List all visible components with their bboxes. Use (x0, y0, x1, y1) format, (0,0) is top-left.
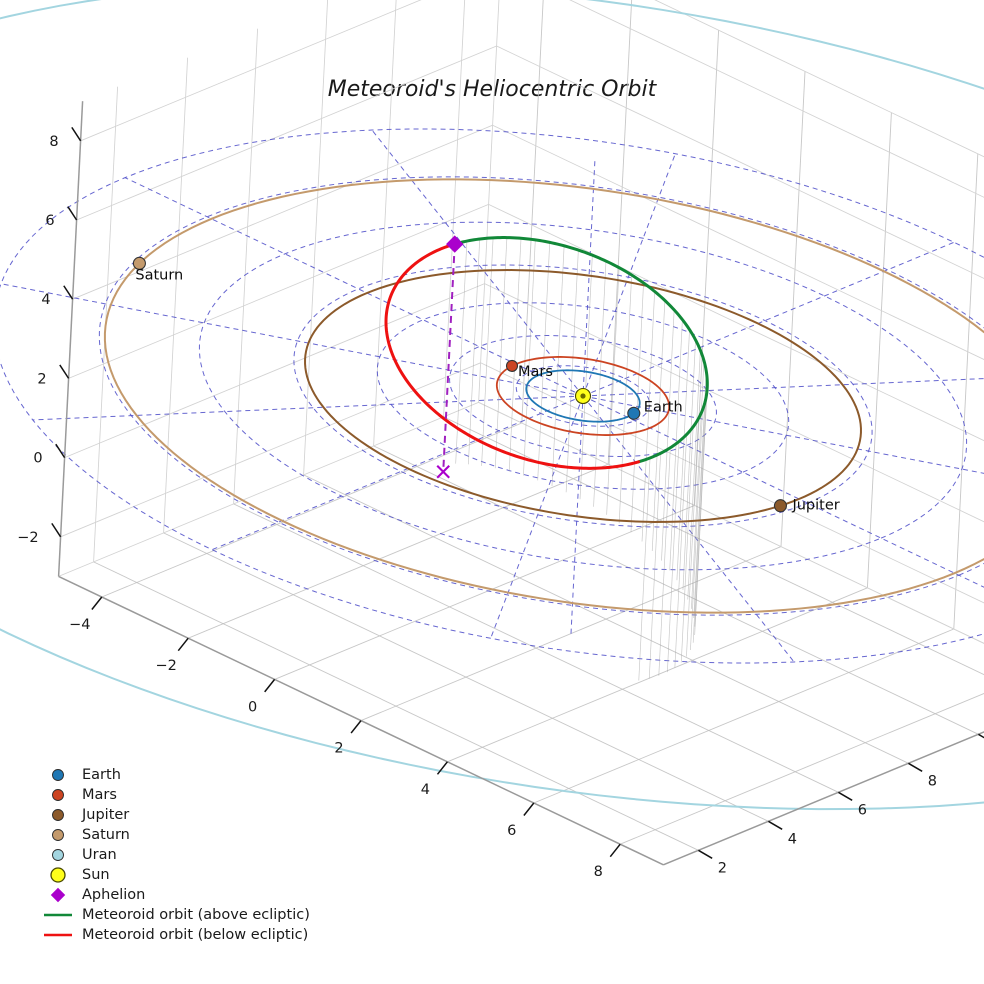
circle-marker-icon (52, 849, 64, 861)
y-tick-label-4-mark (978, 733, 984, 739)
z-tick-label-4: 6 (45, 213, 54, 229)
y-tick-label-0: 2 (718, 860, 727, 876)
axis-spines-group (51, 101, 984, 866)
legend-label-4: Uran (82, 847, 117, 863)
x-tick-label-3-mark (350, 720, 362, 734)
legend-item-uran[interactable]: Uran (52, 847, 117, 863)
z-tick-label-2: 2 (37, 371, 46, 387)
orbit-uranus (0, 0, 984, 811)
sun-marker-icon (50, 867, 66, 883)
legend-label-0: Earth (82, 767, 121, 783)
z-tick-label-1-mark (55, 443, 66, 459)
legend-item-aphelion[interactable]: Aphelion (50, 887, 146, 903)
z-tick-label-5-mark (71, 126, 82, 142)
diamond-marker-icon (50, 887, 66, 903)
planet-marker-mars (505, 359, 519, 372)
z-tick-label-3-mark (63, 285, 74, 300)
y-tick-label-1: 4 (788, 831, 797, 847)
legend-label-3: Saturn (82, 827, 130, 843)
x-axis-spine (58, 575, 664, 866)
page-title: Meteoroid's Heliocentric Orbit (328, 77, 658, 102)
meteoroid-orbit-group (384, 236, 709, 470)
polar-grid-group (0, 128, 984, 664)
circle-marker-icon (52, 829, 64, 841)
legend-label-5: Sun (82, 867, 110, 883)
planet-marker-saturn (132, 256, 146, 270)
planet-marker-jupiter (773, 499, 788, 513)
aphelion-drop-line (442, 244, 456, 472)
legend-item-saturn[interactable]: Saturn (52, 827, 130, 843)
legend-item-meteoroid-orbit-below-ecliptic[interactable]: Meteoroid orbit (below ecliptic) (44, 927, 308, 943)
planet-label-saturn: Saturn (135, 267, 183, 283)
aphelion-marker (446, 235, 464, 253)
x-tick-label-4-mark (436, 761, 448, 775)
x-tick-label-1-mark (177, 637, 189, 652)
y-tick-label-0-mark (698, 849, 713, 859)
legend-item-jupiter[interactable]: Jupiter (52, 807, 130, 823)
y-tick-label-3-mark (908, 762, 923, 772)
z-tick-label-2-mark (59, 364, 70, 379)
x-tick-label-4: 4 (421, 782, 430, 798)
z-tick-label-0-mark (51, 522, 62, 538)
legend-item-earth[interactable]: Earth (52, 767, 121, 783)
aphelion-drop-line-group (436, 244, 456, 479)
y-tick-label-1-mark (768, 820, 783, 830)
y-tick-label-2-mark (838, 791, 853, 801)
x-tick-label-2: 0 (248, 699, 257, 715)
planet-orbits-group (0, 0, 984, 811)
y-axis-spine (663, 731, 984, 866)
legend-label-2: Jupiter (81, 807, 129, 823)
meteoroid-orbit-above-ecliptic (451, 236, 709, 464)
planet-label-jupiter: Jupiter (791, 498, 839, 514)
orbit-earth (525, 369, 641, 423)
x-tick-label-1: −2 (156, 658, 177, 674)
z-tick-label-0: −2 (17, 530, 38, 546)
legend-item-mars[interactable]: Mars (52, 787, 117, 803)
z-tick-label-1: 0 (33, 451, 42, 467)
orbit-jupiter (304, 269, 862, 523)
legend-group[interactable]: Earth Mars Jupiter Saturn Uran Sun Aphelion Met… (44, 767, 310, 943)
x-tick-label-0-mark (91, 596, 103, 610)
x-tick-label-0: −4 (69, 617, 90, 633)
sun-core-icon (580, 393, 586, 399)
z-tick-label-5: 8 (49, 134, 58, 150)
legend-label-7: Meteoroid orbit (above ecliptic) (82, 907, 310, 923)
x-tick-label-3: 2 (334, 741, 343, 757)
legend-item-meteoroid-orbit-above-ecliptic[interactable]: Meteoroid orbit (above ecliptic) (44, 907, 310, 923)
orbit-stem-lines-group (455, 237, 708, 681)
planet-marker-earth (627, 406, 641, 420)
axes-panes-group (58, 0, 984, 866)
circle-marker-icon (52, 809, 64, 821)
x-tick-label-5-mark (523, 802, 535, 816)
x-tick-label-2-mark (264, 678, 276, 693)
z-tick-label-4-mark (67, 206, 78, 221)
body-text-labels-group: Earth Mars Jupiter Saturn (135, 267, 839, 513)
legend-item-sun[interactable]: Sun (50, 867, 110, 883)
aphelion-projection-x-marker (436, 465, 450, 479)
body-markers-group (132, 235, 788, 513)
legend-label-6: Aphelion (82, 887, 145, 903)
orbit-saturn (103, 178, 984, 614)
z-axis-spine (57, 101, 84, 577)
planet-label-earth: Earth (644, 399, 683, 415)
z-tick-label-3: 4 (41, 292, 50, 308)
planet-label-mars: Mars (518, 364, 553, 380)
legend-label-1: Mars (82, 787, 117, 803)
x-tick-label-6-mark (609, 843, 621, 858)
y-tick-label-2: 6 (858, 802, 867, 818)
meteoroid-orbit-below-ecliptic (384, 243, 641, 470)
circle-marker-icon (52, 789, 64, 801)
x-tick-label-6: 8 (594, 864, 603, 880)
circle-marker-icon (52, 769, 64, 781)
y-tick-label-3: 8 (928, 773, 937, 789)
x-tick-label-5: 6 (507, 823, 516, 839)
legend-label-8: Meteoroid orbit (below ecliptic) (82, 927, 308, 943)
